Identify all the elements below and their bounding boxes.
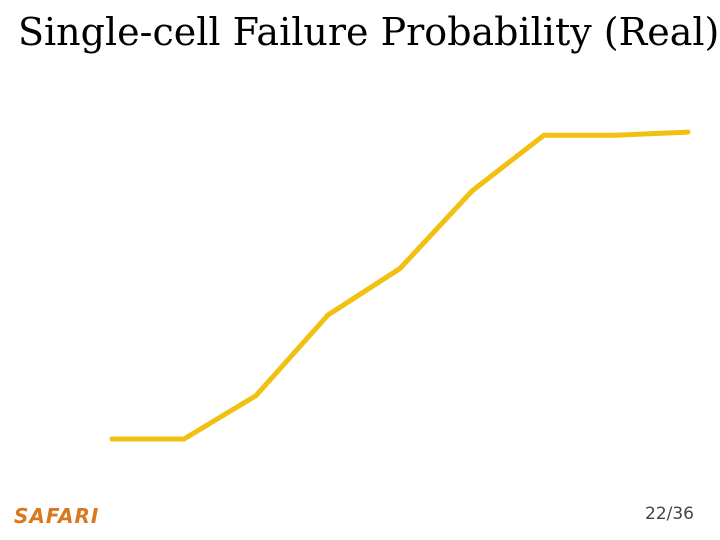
data-point (181, 436, 187, 442)
data-point (469, 188, 475, 194)
data-point (253, 393, 259, 399)
data-point (685, 129, 691, 135)
slide-title: Single-cell Failure Probability (Real) (18, 10, 720, 54)
data-point (397, 266, 403, 271)
data-point (613, 132, 619, 138)
page-number: 22/36 (645, 504, 694, 524)
series-line-1 (112, 129, 689, 442)
series-layer (109, 129, 691, 442)
data-point (109, 436, 115, 442)
data-point (541, 132, 547, 138)
safari-logo: SAFARI (14, 504, 100, 528)
data-point (325, 312, 331, 318)
